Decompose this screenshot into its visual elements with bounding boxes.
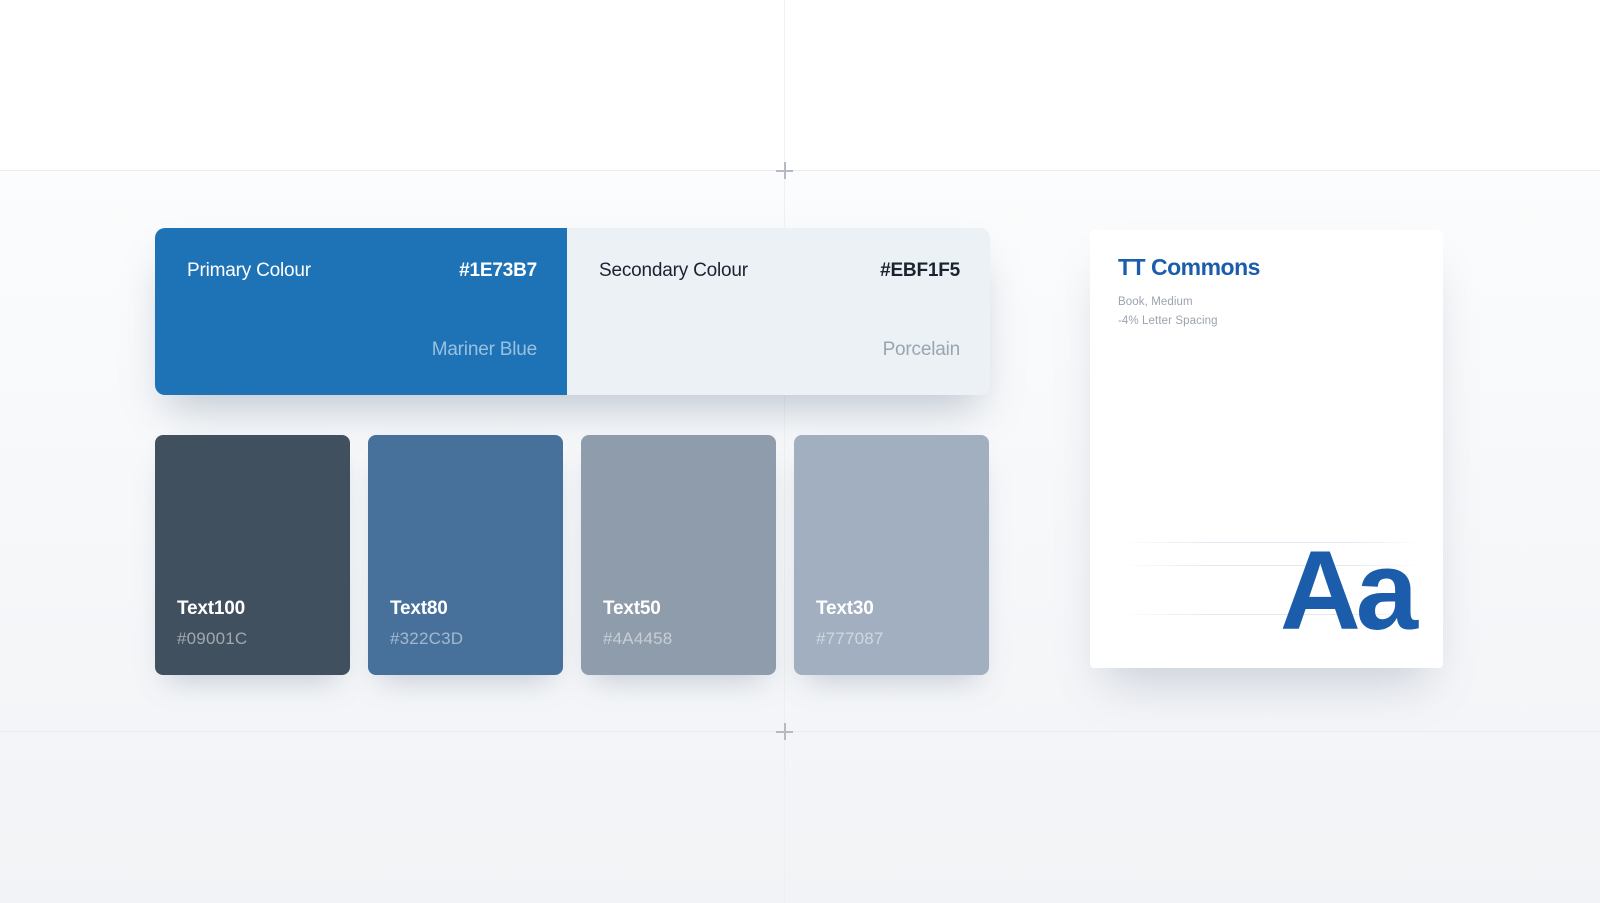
primary-colour-hex: #1E73B7 — [459, 260, 537, 281]
type-specimen-aa: Aa — [1279, 527, 1418, 653]
primary-colour-name: Mariner Blue — [431, 339, 538, 360]
vertical-guide — [784, 0, 785, 903]
primary-colour-card: Primary Colour #1E73B7 Mariner Blue — [155, 228, 567, 395]
primary-colour-header: Primary Colour #1E73B7 — [187, 260, 537, 282]
crosshair-marker-top — [776, 162, 793, 179]
swatch-label: Text30 — [816, 598, 874, 619]
swatch-label: Text80 — [390, 598, 448, 619]
secondary-colour-name: Porcelain — [882, 339, 961, 360]
secondary-colour-hex: #EBF1F5 — [880, 260, 960, 281]
swatch-hex: #322C3D — [390, 629, 464, 648]
swatch-text30: Text30 #777087 — [794, 435, 989, 675]
swatch-label: Text100 — [177, 598, 245, 619]
font-weights: Book, Medium — [1118, 296, 1193, 308]
baseline-rule — [1122, 614, 1421, 615]
baseline-rule — [1122, 565, 1421, 566]
colour-bar: Primary Colour #1E73B7 Mariner Blue Seco… — [155, 228, 990, 395]
primary-colour-label: Primary Colour — [187, 260, 311, 281]
secondary-colour-label: Secondary Colour — [599, 260, 748, 281]
crosshair-marker-bottom — [776, 723, 793, 740]
swatch-hex: #09001C — [177, 629, 248, 648]
swatch-text100: Text100 #09001C — [155, 435, 350, 675]
swatch-label: Text50 — [603, 598, 661, 619]
swatch-hex: #4A4458 — [603, 629, 673, 648]
swatch-text80: Text80 #322C3D — [368, 435, 563, 675]
swatch-text50: Text50 #4A4458 — [581, 435, 776, 675]
baseline-rule — [1122, 542, 1421, 543]
font-name: TT Commons — [1118, 254, 1260, 280]
horizontal-guide-bottom — [0, 731, 1600, 732]
secondary-colour-header: Secondary Colour #EBF1F5 — [599, 260, 960, 282]
text-swatch-row: Text100 #09001C Text80 #322C3D Text50 #4… — [155, 435, 989, 675]
font-letter-spacing: -4% Letter Spacing — [1118, 315, 1218, 327]
secondary-colour-card: Secondary Colour #EBF1F5 Porcelain — [567, 228, 990, 395]
horizontal-guide-top — [0, 170, 1600, 171]
typography-card: TT Commons Book, Medium -4% Letter Spaci… — [1090, 230, 1443, 668]
swatch-hex: #777087 — [816, 629, 884, 648]
